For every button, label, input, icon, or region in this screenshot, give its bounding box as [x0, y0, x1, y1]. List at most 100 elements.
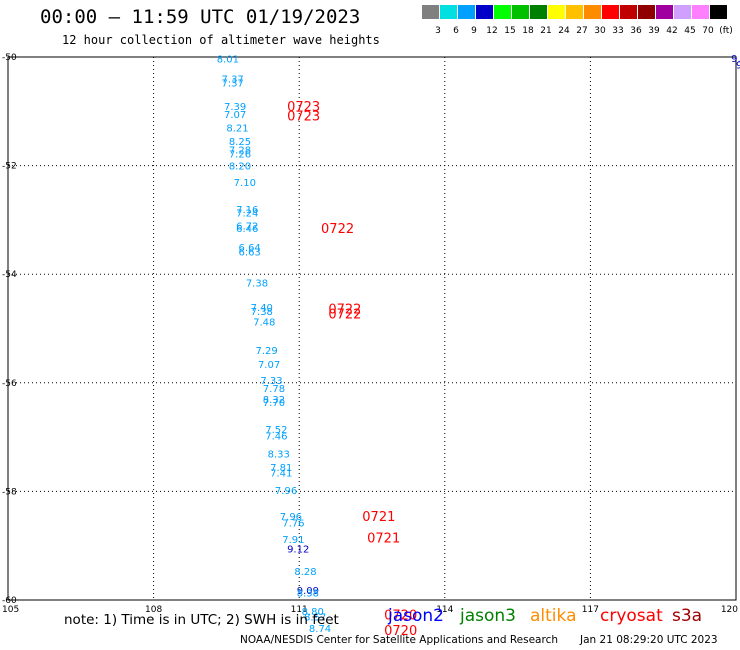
lat-tick-label: -54	[2, 270, 17, 280]
wave-height-value: 8.32	[263, 395, 285, 406]
color-swatch	[620, 5, 638, 19]
wave-height-value: 8.25	[229, 137, 251, 148]
wave-height-value: 7.16	[236, 205, 258, 216]
color-scale-label: 33	[612, 26, 624, 36]
satellite-legend-cryosat: cryosat	[600, 606, 663, 626]
pass-time-label: 0721	[367, 532, 400, 547]
color-scale-label: 36	[630, 26, 642, 36]
wave-height-value: 9.12	[287, 544, 309, 555]
color-swatch	[458, 5, 476, 19]
wave-height-value: 9.63	[731, 54, 740, 65]
color-scale-label: 6	[453, 26, 459, 36]
wave-height-value: 7.26	[229, 150, 251, 161]
wave-height-value: 8.33	[268, 449, 290, 460]
pass-time-label: 0722	[328, 307, 361, 322]
wave-height-value: 8.28	[294, 567, 316, 578]
footer-note: note: 1) Time is in UTC; 2) SWH is in fe…	[64, 612, 339, 628]
color-scale-label: 24	[558, 26, 570, 36]
color-swatch	[692, 5, 710, 19]
color-scale-label: 18	[522, 26, 534, 36]
wave-height-value: 7.24	[236, 208, 258, 219]
color-swatch	[530, 5, 548, 19]
pass-time-label: 0720	[384, 609, 417, 624]
pass-time-label: 0723	[287, 110, 320, 125]
satellite-legend-jason3: jason3	[460, 606, 516, 626]
color-scale-label: 30	[594, 26, 606, 36]
wave-height-value: 8.01	[217, 55, 239, 66]
wave-height-value: 8.21	[226, 124, 248, 135]
wave-height-value: 7.10	[234, 178, 256, 189]
color-swatch	[548, 5, 566, 19]
wave-height-value: 7.07	[258, 360, 280, 371]
wave-height-value: 7.28	[229, 145, 251, 156]
wave-height-value: 7.96	[280, 512, 302, 523]
wave-height-value: 6.64	[239, 243, 261, 254]
wave-height-value: 7.33	[260, 376, 282, 387]
wave-height-value: 8.57	[304, 612, 326, 623]
color-swatch	[422, 5, 440, 19]
color-scale-label: 12	[486, 26, 498, 36]
color-swatch	[602, 5, 620, 19]
wave-height-value: 7.78	[263, 384, 285, 395]
wave-height-value: 7.38	[251, 307, 273, 318]
wave-height-value: 6.63	[239, 247, 261, 258]
color-swatch	[494, 5, 512, 19]
color-scale-label: 9	[471, 26, 477, 36]
credit-line: NOAA/NESDIS Center for Satellite Applica…	[240, 634, 558, 646]
wave-height-value: 7.70	[263, 398, 285, 409]
wave-height-value: 8.74	[309, 624, 331, 635]
lat-tick-label: -60	[2, 596, 17, 606]
page-subtitle: 12 hour collection of altimeter wave hei…	[62, 33, 380, 47]
color-scale-label: 3	[435, 26, 441, 36]
satellite-legend-s3a: s3a	[672, 606, 703, 626]
color-swatch	[656, 5, 674, 19]
map-frame	[7, 56, 737, 601]
wave-height-value: 7.29	[256, 346, 278, 357]
wave-height-value: 7.46	[265, 431, 287, 442]
wave-height-value: 7.48	[253, 317, 275, 328]
lon-tick-label: 105	[2, 605, 19, 615]
satellite-legend-altika: altika	[530, 606, 577, 626]
wave-height-value: 7.41	[270, 468, 292, 479]
page-title: 00:00 — 11:59 UTC 01/19/2023	[40, 6, 361, 28]
wave-height-value: 7.39	[224, 102, 246, 113]
color-swatch	[638, 5, 656, 19]
wave-height-value: 7.76	[282, 518, 304, 529]
pass-time-label: 0721	[362, 510, 395, 525]
wave-height-value: 7.40	[251, 303, 273, 314]
wave-height-value: 9.01	[736, 61, 740, 72]
wave-height-value: 7.37	[222, 79, 244, 90]
satellite-legend-jason2: jason2	[388, 606, 444, 626]
pass-time-label: 0720	[384, 624, 417, 639]
wave-height-value: 9.09	[297, 586, 319, 597]
wave-height-value: 6.46	[236, 224, 258, 235]
color-scale-label: (ft)	[719, 26, 733, 36]
generation-timestamp: Jan 21 08:29:20 UTC 2023	[580, 634, 718, 646]
color-swatch	[584, 5, 602, 19]
wave-height-value: 7.81	[270, 463, 292, 474]
wave-height-value: 7.52	[265, 425, 287, 436]
wave-height-value: 7.91	[282, 535, 304, 546]
lon-tick-label: 111	[291, 605, 308, 615]
pass-time-label: 0723	[287, 100, 320, 115]
color-scale-label: 70	[702, 26, 714, 36]
wave-height-value: 8.38	[297, 588, 319, 599]
color-scale-label: 39	[648, 26, 660, 36]
pass-time-label: 0722	[321, 222, 354, 237]
color-scale-label: 45	[684, 26, 696, 36]
wave-height-value: 7.38	[246, 278, 268, 289]
lon-tick-label: 114	[436, 605, 453, 615]
color-scale-label: 21	[540, 26, 552, 36]
color-scale-label: 27	[576, 26, 588, 36]
color-swatch	[476, 5, 494, 19]
color-scale-label: 42	[666, 26, 678, 36]
lat-tick-label: -50	[2, 53, 17, 63]
color-scale-label: 15	[504, 26, 516, 36]
color-swatch	[440, 5, 458, 19]
lon-tick-label: 108	[145, 605, 162, 615]
color-swatch	[710, 5, 728, 19]
wave-height-value: 6.72	[236, 221, 258, 232]
lon-tick-label: 120	[721, 605, 738, 615]
lat-tick-label: -56	[2, 379, 17, 389]
